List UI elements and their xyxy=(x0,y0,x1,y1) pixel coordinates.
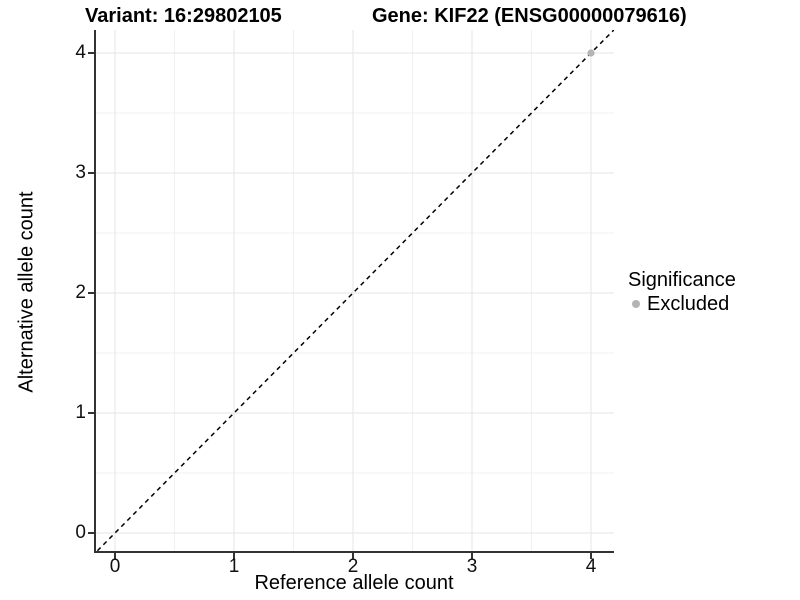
gene-title: Gene: KIF22 (ENSG00000079616) xyxy=(372,5,687,27)
legend: Significance Excluded xyxy=(628,269,736,315)
y-tick-label: 0 xyxy=(75,522,86,543)
identity-line xyxy=(94,30,614,553)
excluded-point-icon xyxy=(632,300,640,308)
x-tick-label: 3 xyxy=(466,556,478,577)
plot-panel xyxy=(94,30,614,553)
x-tick-label: 2 xyxy=(347,556,359,577)
x-axis-tick xyxy=(233,553,235,559)
y-axis-title: Alternative allele count xyxy=(15,191,38,393)
data-point-excluded xyxy=(587,49,595,57)
x-tick-label: 1 xyxy=(228,556,240,577)
x-axis-title: Reference allele count xyxy=(254,572,454,594)
plot-canvas xyxy=(94,30,614,553)
y-axis-tick xyxy=(88,532,94,534)
y-tick-label: 3 xyxy=(75,162,86,183)
x-axis-tick xyxy=(352,553,354,559)
x-axis-tick xyxy=(590,553,592,559)
y-axis-tick xyxy=(88,292,94,294)
x-tick-label: 0 xyxy=(109,556,121,577)
x-axis-tick xyxy=(114,553,116,559)
y-tick-label: 4 xyxy=(75,42,86,63)
x-axis-tick xyxy=(471,553,473,559)
y-axis-tick xyxy=(88,412,94,414)
legend-item-excluded: Excluded xyxy=(628,293,736,315)
legend-item-label: Excluded xyxy=(647,293,730,315)
y-axis-tick xyxy=(88,172,94,174)
variant-title: Variant: 16:29802105 xyxy=(85,5,282,27)
legend-title: Significance xyxy=(628,269,736,291)
y-tick-label: 1 xyxy=(75,402,86,423)
x-tick-label: 4 xyxy=(585,556,597,577)
y-axis-tick xyxy=(88,52,94,54)
y-tick-label: 2 xyxy=(75,282,86,303)
